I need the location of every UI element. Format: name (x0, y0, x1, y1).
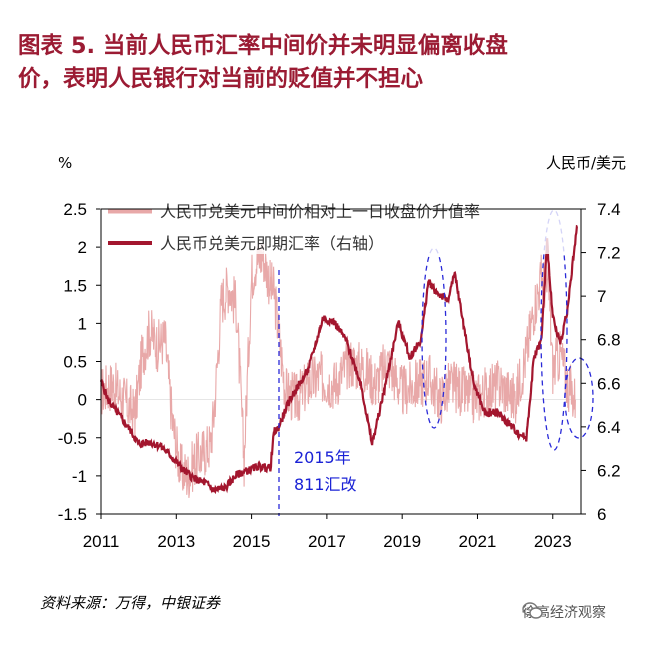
legend-background (100, 194, 570, 254)
left-axis-unit: % (58, 154, 72, 172)
left-tick-label: 2 (78, 238, 87, 257)
x-tick-label: 2023 (534, 532, 572, 551)
left-tick-label: 1.5 (63, 276, 87, 295)
title-line-2: 价，表明人民银行对当前的贬值并不担心 (18, 66, 424, 92)
legend-label-midrate: 人民币兑美元中间价相对上一日收盘价升值率 (160, 202, 480, 221)
highlight-ellipse-2022 (540, 209, 568, 451)
series-layer (99, 224, 578, 498)
annotation-layer: 2015年 811汇改 (278, 209, 594, 516)
right-tick-label: 6.6 (597, 374, 621, 393)
right-tick-label: 7.2 (597, 244, 621, 263)
right-tick-label: 6 (597, 505, 606, 524)
series-spot-line (99, 224, 578, 495)
watermark-text: 徐高经济观察 (522, 605, 606, 621)
left-tick-label: 1 (78, 314, 87, 333)
right-axis: 7.4 7.2 7 6.8 6.6 6.4 6.2 6 (581, 200, 621, 524)
reform-annotation-line-1: 2015年 (294, 448, 351, 467)
right-axis-unit: 人民币/美元 (546, 154, 626, 172)
wechat-icon (522, 602, 543, 619)
reform-annotation-line-2: 811汇改 (294, 475, 357, 494)
title-line-1: 图表 5. 当前人民币汇率中间价并未明显偏离收盘 (18, 33, 508, 59)
highlight-ellipse-2019 (421, 247, 447, 429)
x-axis: 2011 2013 2015 2017 2019 2021 2023 (83, 399, 581, 551)
legend: 人民币兑美元中间价相对上一日收盘价升值率 人民币兑美元即期汇率（右轴） (100, 194, 570, 254)
right-tick-label: 6.4 (597, 418, 621, 437)
x-tick-label: 2017 (308, 532, 346, 551)
left-tick-label: -1 (72, 467, 87, 486)
left-tick-label: -1.5 (58, 505, 87, 524)
right-tick-label: 7 (597, 287, 606, 306)
chart-title: 图表 5. 当前人民币汇率中间价并未明显偏离收盘 价，表明人民银行对当前的贬值并… (18, 30, 658, 96)
left-tick-label: 2.5 (63, 200, 87, 219)
source-note: 资料来源：万得，中银证券 (40, 594, 221, 612)
x-tick-label: 2011 (83, 532, 120, 551)
left-tick-label: 0.5 (63, 353, 87, 372)
left-tick-label: -0.5 (58, 429, 87, 448)
left-axis: 2.5 2 1.5 1 0.5 0 -0.5 -1 -1.5 (58, 200, 101, 524)
left-tick-label: 0 (78, 391, 87, 410)
legend-label-spot: 人民币兑美元即期汇率（右轴） (160, 234, 384, 253)
x-tick-label: 2021 (459, 532, 497, 551)
right-tick-label: 7.4 (597, 200, 621, 219)
right-tick-label: 6.8 (597, 331, 621, 350)
series-midrate-line (100, 239, 576, 498)
plot-frame (100, 208, 582, 515)
watermark: 徐高经济观察 (522, 602, 606, 622)
x-tick-label: 2015 (233, 532, 271, 551)
highlight-ellipse-2023 (564, 357, 594, 439)
right-tick-label: 6.2 (597, 461, 621, 480)
x-tick-label: 2019 (383, 532, 421, 551)
x-tick-label: 2013 (157, 532, 195, 551)
